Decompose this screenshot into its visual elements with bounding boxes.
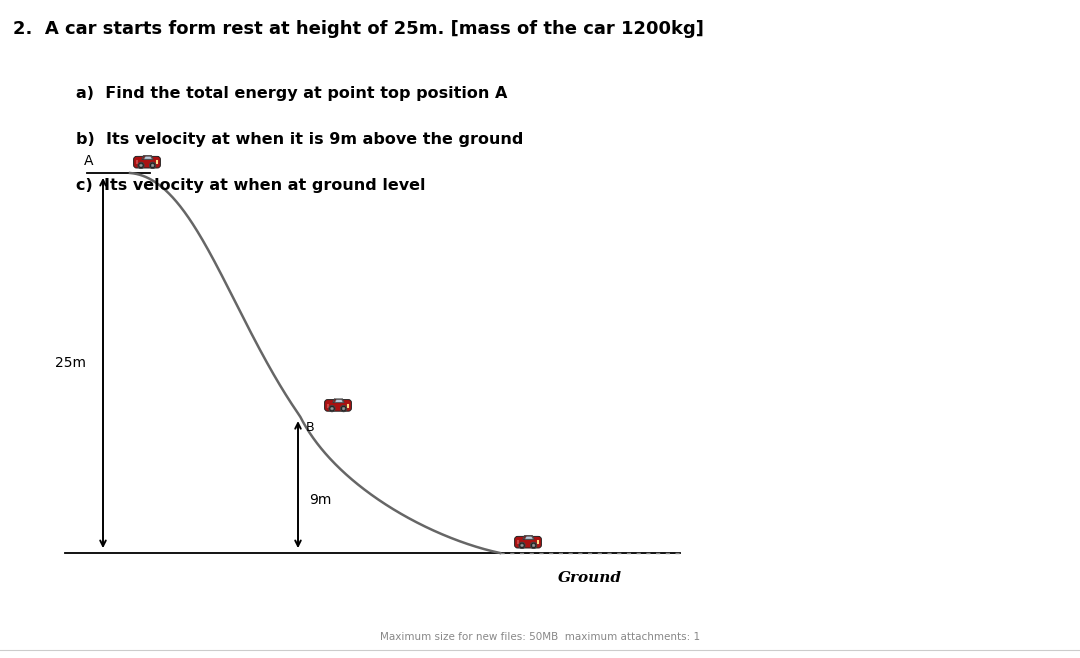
Text: Ground: Ground: [558, 571, 622, 585]
Text: b)  Its velocity at when it is 9m above the ground: b) Its velocity at when it is 9m above t…: [76, 132, 523, 147]
Circle shape: [342, 407, 345, 410]
Circle shape: [521, 544, 524, 547]
Circle shape: [330, 407, 334, 410]
Circle shape: [340, 405, 347, 412]
Text: c)  Its velocity at when at ground level: c) Its velocity at when at ground level: [76, 178, 426, 193]
FancyBboxPatch shape: [134, 157, 161, 168]
Circle shape: [151, 164, 154, 166]
FancyBboxPatch shape: [514, 536, 541, 548]
Circle shape: [532, 544, 535, 547]
FancyBboxPatch shape: [325, 399, 351, 411]
Text: 25m: 25m: [55, 356, 86, 370]
Circle shape: [139, 164, 143, 166]
Text: 9m: 9m: [309, 493, 332, 507]
Polygon shape: [144, 156, 152, 159]
Text: 2.  A car starts form rest at height of 25m. [mass of the car 1200kg]: 2. A car starts form rest at height of 2…: [13, 20, 704, 38]
Text: B: B: [306, 421, 314, 434]
Polygon shape: [525, 536, 534, 539]
Circle shape: [149, 163, 156, 168]
Polygon shape: [335, 399, 343, 403]
Circle shape: [518, 542, 525, 549]
Circle shape: [530, 542, 537, 549]
Polygon shape: [523, 536, 534, 540]
Text: a)  Find the total energy at point top position A: a) Find the total energy at point top po…: [76, 86, 507, 101]
Text: A: A: [83, 154, 93, 168]
Circle shape: [138, 163, 145, 168]
Circle shape: [328, 405, 335, 412]
Polygon shape: [333, 399, 345, 403]
Polygon shape: [141, 156, 153, 159]
Text: Maximum size for new files: 50MB  maximum attachments: 1: Maximum size for new files: 50MB maximum…: [380, 632, 700, 642]
